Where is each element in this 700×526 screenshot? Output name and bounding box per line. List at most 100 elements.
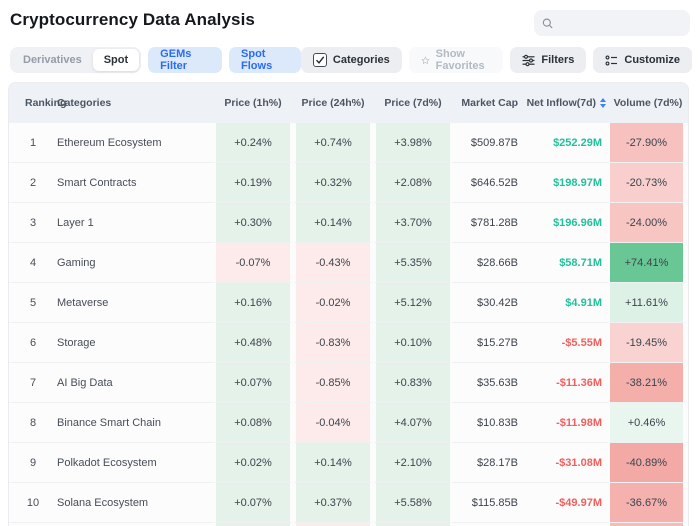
price-24h-cell: -0.43%	[293, 243, 373, 283]
price-24h-cell: +0.14%	[293, 203, 373, 243]
category-cell[interactable]: Binance Smart Chain	[57, 403, 213, 443]
customize-button[interactable]: Customize	[593, 47, 692, 73]
show-favorites-button[interactable]: Show Favorites	[408, 47, 504, 73]
net-inflow-cell: -$11.36M	[528, 363, 608, 403]
spot-flows-button[interactable]: Spot Flows	[229, 47, 301, 73]
price-7d-cell: +2.10%	[373, 443, 453, 483]
volume-cell: +74.41%	[608, 243, 688, 283]
search-box[interactable]	[534, 10, 690, 36]
rank-cell: 5	[9, 283, 57, 323]
price-1h-cell: +0.07%	[213, 363, 293, 403]
price-24h-cell: +0.37%	[293, 483, 373, 523]
market-type-segmented-control: Derivatives Spot	[10, 47, 142, 73]
price-7d-cell: +0.83%	[373, 363, 453, 403]
toolbar: Derivatives Spot GEMs Filter Spot Flows …	[10, 47, 692, 73]
categories-toggle[interactable]: Categories	[300, 47, 402, 73]
price-24h-cell: -0.85%	[293, 363, 373, 403]
net-inflow-cell: -$5.55M	[528, 323, 608, 363]
tab-spot[interactable]: Spot	[92, 49, 140, 71]
net-inflow-cell	[528, 523, 608, 526]
table-row[interactable]: 5 Metaverse +0.16% -0.02% +5.12% $30.42B $4.91…	[9, 283, 688, 323]
category-cell[interactable]: Layer 1	[57, 203, 213, 243]
volume-cell: -40.89%	[608, 443, 688, 483]
market-cap-cell: $30.42B	[453, 283, 528, 323]
market-cap-cell: $10.83B	[453, 403, 528, 443]
customize-label: Customize	[624, 54, 680, 66]
net-inflow-cell: $196.96M	[528, 203, 608, 243]
category-cell[interactable]: AI Big Data	[57, 363, 213, 403]
show-favorites-label: Show Favorites	[435, 48, 485, 72]
rank-cell: 1	[9, 123, 57, 163]
filters-button[interactable]: Filters	[510, 47, 587, 73]
gems-filter-button[interactable]: GEMs Filter	[148, 47, 223, 73]
table-row[interactable]: 6 Storage +0.48% -0.83% +0.10% $15.27B -$5.55M…	[9, 323, 688, 363]
volume-cell: -20.73%	[608, 163, 688, 203]
price-24h-cell	[293, 523, 373, 526]
volume-cell: -36.67%	[608, 483, 688, 523]
rank-cell: 9	[9, 443, 57, 483]
tab-derivatives[interactable]: Derivatives	[23, 54, 82, 66]
table-row[interactable]: 4 Gaming -0.07% -0.43% +5.35% $28.66B $58.71M +…	[9, 243, 688, 283]
market-cap-cell: $781.28B	[453, 203, 528, 243]
table-row[interactable]: 8 Binance Smart Chain +0.08% -0.04% +4.07% $1…	[9, 403, 688, 443]
col-header-price-7d[interactable]: Price (7d%)	[373, 83, 453, 123]
price-1h-cell: +0.02%	[213, 443, 293, 483]
net-inflow-label: Net Inflow(7d)	[526, 97, 596, 109]
col-header-net-inflow[interactable]: Net Inflow(7d)	[526, 83, 608, 123]
net-inflow-cell: -$49.97M	[528, 483, 608, 523]
price-7d-cell: +2.08%	[373, 163, 453, 203]
category-cell[interactable]: Metaverse	[57, 283, 213, 323]
rank-cell	[9, 523, 57, 526]
volume-cell: -19.45%	[608, 323, 688, 363]
market-cap-cell: $28.66B	[453, 243, 528, 283]
category-cell[interactable]: Storage	[57, 323, 213, 363]
col-header-market-cap[interactable]: Market Cap	[453, 83, 528, 123]
price-1h-cell: +0.08%	[213, 403, 293, 443]
table-row[interactable]: 9 Polkadot Ecosystem +0.02% +0.14% +2.10% $28…	[9, 443, 688, 483]
price-7d-cell: +3.98%	[373, 123, 453, 163]
price-24h-cell: -0.04%	[293, 403, 373, 443]
price-24h-cell: -0.02%	[293, 283, 373, 323]
volume-cell: -24.00%	[608, 203, 688, 243]
search-input[interactable]	[559, 17, 682, 29]
price-1h-cell	[213, 523, 293, 526]
category-cell[interactable]: Solana Ecosystem	[57, 483, 213, 523]
category-cell[interactable]: Ethereum Ecosystem	[57, 123, 213, 163]
market-cap-cell: $646.52B	[453, 163, 528, 203]
col-header-price-1h[interactable]: Price (1h%)	[213, 83, 293, 123]
category-cell[interactable]: Smart Contracts	[57, 163, 213, 203]
category-cell[interactable]: Polkadot Ecosystem	[57, 443, 213, 483]
volume-cell: -38.21%	[608, 363, 688, 403]
price-7d-cell: +5.58%	[373, 483, 453, 523]
price-1h-cell: -0.07%	[213, 243, 293, 283]
volume-cell	[608, 523, 688, 526]
price-1h-cell: +0.48%	[213, 323, 293, 363]
price-24h-cell: +0.32%	[293, 163, 373, 203]
rank-cell: 2	[9, 163, 57, 203]
col-header-ranking[interactable]: Ranking	[9, 83, 66, 123]
page-title: Cryptocurrency Data Analysis	[10, 10, 255, 29]
price-1h-cell: +0.24%	[213, 123, 293, 163]
table-header-row: Ranking Categories Price (1h%) Price (24…	[9, 83, 688, 123]
price-7d-cell: +5.12%	[373, 283, 453, 323]
table-row[interactable]: 10 Solana Ecosystem +0.07% +0.37% +5.58% $115…	[9, 483, 688, 523]
price-24h-cell: -0.83%	[293, 323, 373, 363]
rank-cell: 4	[9, 243, 57, 283]
market-cap-cell: $115.85B	[453, 483, 528, 523]
table-row[interactable]: 1 Ethereum Ecosystem +0.24% +0.74% +3.98% $50…	[9, 123, 688, 163]
col-header-price-24h[interactable]: Price (24h%)	[293, 83, 373, 123]
table-body: 1 Ethereum Ecosystem +0.24% +0.74% +3.98% $50…	[9, 123, 688, 526]
net-inflow-cell: -$31.08M	[528, 443, 608, 483]
topbar: Cryptocurrency Data Analysis	[0, 0, 700, 40]
spot-flows-label: Spot Flows	[241, 48, 273, 72]
sort-icon[interactable]	[600, 98, 606, 108]
table-row[interactable]: 3 Layer 1 +0.30% +0.14% +3.70% $781.28B $196.9…	[9, 203, 688, 243]
category-cell[interactable]: Gaming	[57, 243, 213, 283]
market-cap-cell: $35.63B	[453, 363, 528, 403]
table-row[interactable]: 7 AI Big Data +0.07% -0.85% +0.83% $35.63B -$1…	[9, 363, 688, 403]
gems-filter-label: GEMs Filter	[160, 48, 192, 72]
checkbox-checked-icon[interactable]	[312, 53, 327, 67]
table-row[interactable]: 2 Smart Contracts +0.19% +0.32% +2.08% $646.5…	[9, 163, 688, 203]
col-header-categories[interactable]: Categories	[57, 83, 213, 123]
col-header-volume[interactable]: Volume (7d%)	[608, 83, 688, 123]
